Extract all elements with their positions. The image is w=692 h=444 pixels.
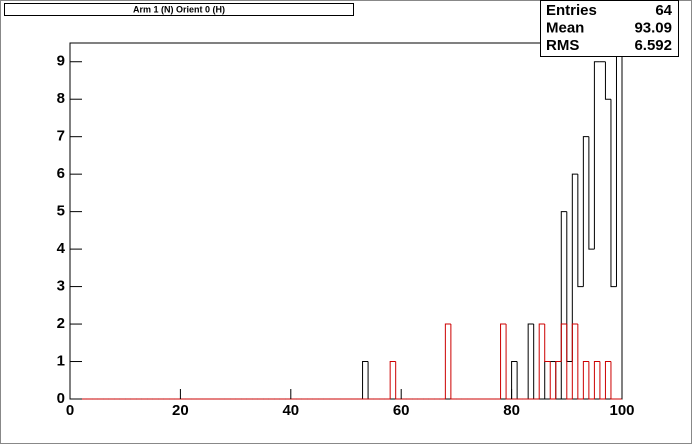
hist-bin <box>500 323 507 399</box>
x-tick-label: 60 <box>393 402 410 419</box>
stats: Entries 64 Mean 93.09 RMS 6.592 <box>546 2 673 54</box>
hist-bin <box>610 361 617 400</box>
y-tick-label: 3 <box>57 278 65 295</box>
x-tick-label: 20 <box>172 402 189 419</box>
hist-bin <box>555 361 562 399</box>
hist-bin <box>362 361 369 399</box>
hist-bin <box>582 361 589 399</box>
stat-value: 6.592 <box>634 37 672 54</box>
y-tick-label: 4 <box>57 240 66 257</box>
hist-bin <box>450 324 457 400</box>
hist-bin <box>538 323 545 399</box>
y-tick-label: 6 <box>57 165 65 182</box>
x-tick-label: 80 <box>503 402 520 419</box>
x-tick-label: 0 <box>66 402 74 419</box>
y-tick-label: 1 <box>57 352 65 369</box>
stats-box <box>540 0 679 57</box>
y-tick-label: 5 <box>57 203 65 220</box>
y-tick-label: 0 <box>57 390 65 407</box>
hist-bin <box>593 61 600 250</box>
title-box <box>4 3 354 16</box>
hist-bin <box>593 361 600 399</box>
hist-bin <box>604 61 611 100</box>
hist-bin <box>571 173 578 362</box>
hist-bin <box>599 361 606 400</box>
stat-value: 93.09 <box>634 19 672 36</box>
hist-bin <box>511 361 518 399</box>
hist-bin <box>444 323 451 399</box>
stat-label: Entries <box>546 2 597 19</box>
hist-bin <box>610 99 617 288</box>
hist-bin <box>577 174 584 288</box>
y-tick-label: 9 <box>57 53 65 70</box>
x-tick-label: 40 <box>282 402 299 419</box>
hist-bin <box>582 136 589 287</box>
hist-bin <box>544 324 551 363</box>
hist-bin <box>588 361 595 400</box>
stat-label: RMS <box>546 37 579 54</box>
y-tick-label: 2 <box>57 315 65 332</box>
stat-value: 64 <box>655 2 672 19</box>
hist-bin <box>527 323 534 399</box>
hist-bin <box>588 136 595 250</box>
frame <box>69 42 623 400</box>
hist-bin <box>560 323 567 362</box>
y-tick-label: 7 <box>57 128 65 145</box>
chart-title: Arm 1 (N) Orient 0 (H) <box>133 4 225 14</box>
hist-bin <box>549 361 556 400</box>
hist-bin <box>615 43 622 399</box>
stat-label: Mean <box>546 19 584 36</box>
hist-bin <box>389 361 396 399</box>
hist-bin <box>566 324 573 400</box>
hist-bin <box>395 361 402 400</box>
hist-bin <box>571 323 578 399</box>
hist-bin <box>577 324 584 400</box>
x-tick-label: 100 <box>609 402 634 419</box>
histograms <box>70 43 622 400</box>
hist-bin <box>604 361 611 399</box>
hist-bin <box>505 324 512 400</box>
y-tick-label: 8 <box>57 90 65 107</box>
